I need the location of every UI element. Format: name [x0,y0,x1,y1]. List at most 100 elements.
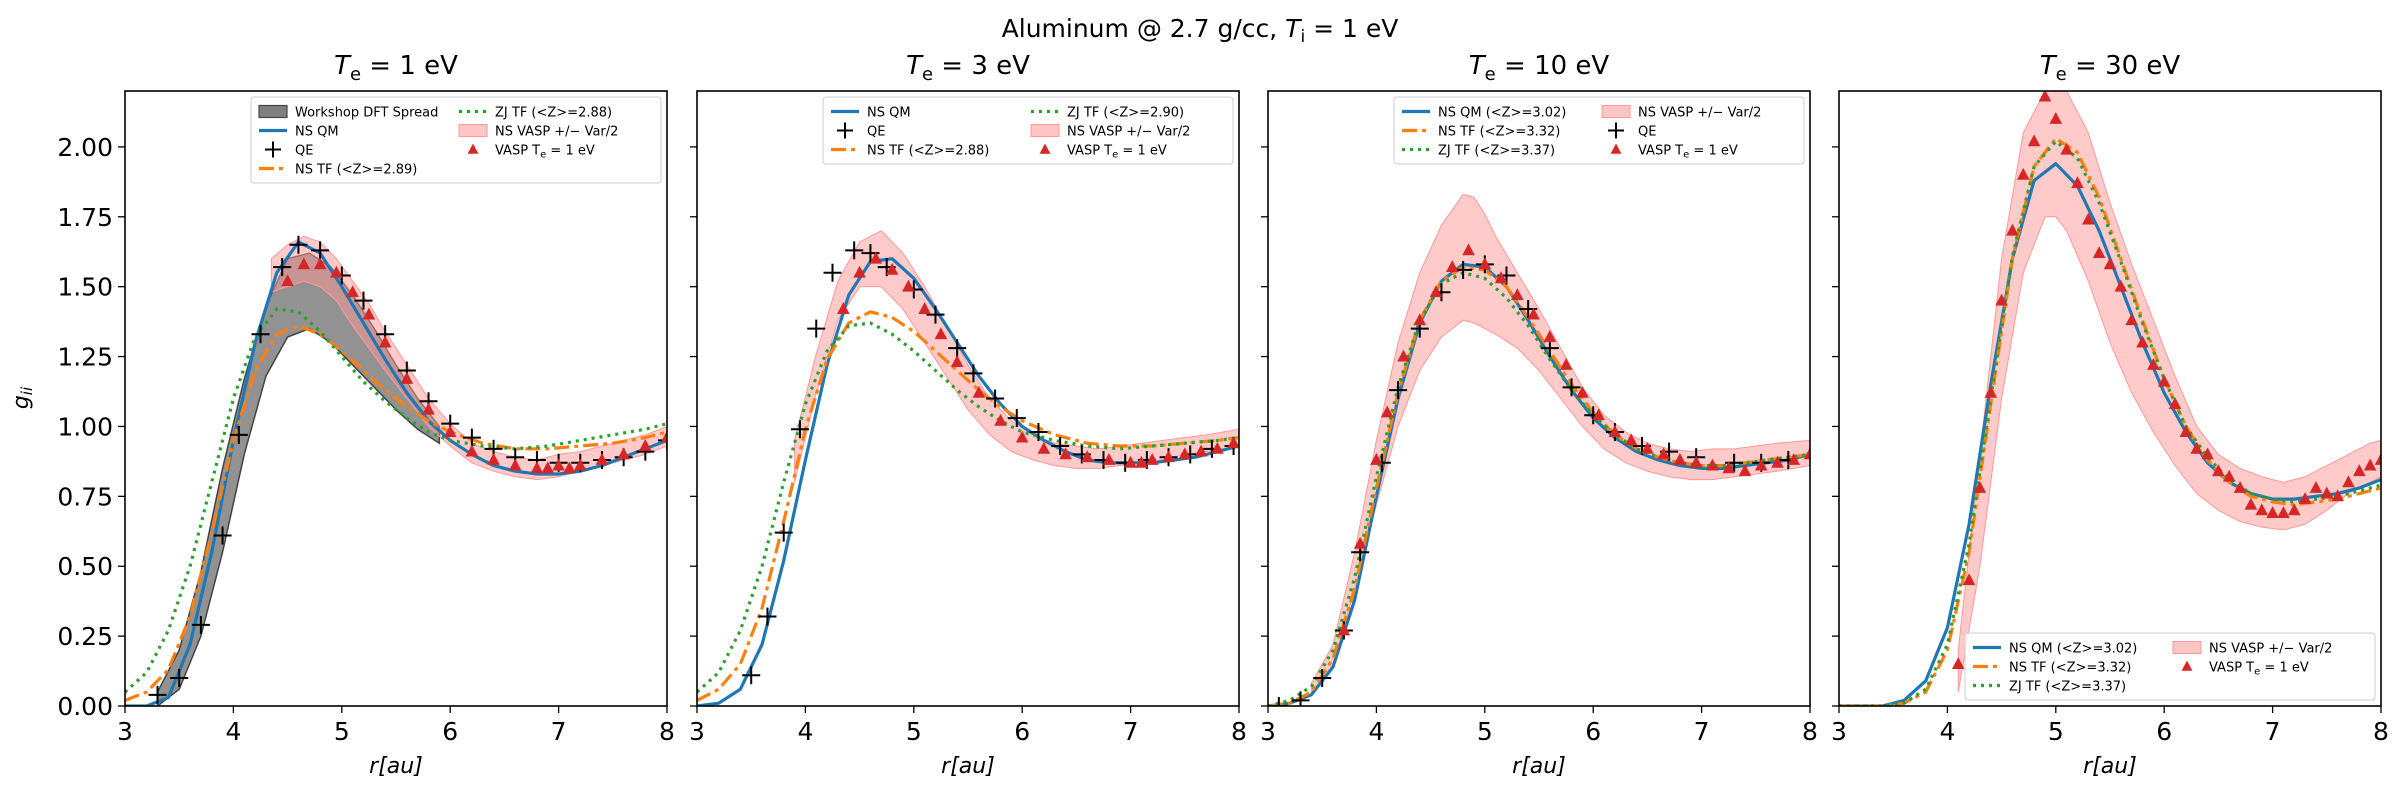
x-tick-label: 5 [2048,717,2064,746]
legend-label: NS QM [867,106,911,121]
legend-entry: ZJ TF (<Z>=3.37) [1402,144,1555,159]
vasp-point [2179,425,2193,437]
qe-point [658,431,667,450]
vasp-point [1657,447,1670,460]
vasp-point [2071,176,2084,189]
qe-point [273,258,292,277]
x-axis-label-unit: [au] [378,754,423,779]
qe-point [1291,691,1310,706]
suptitle-sub: i [1300,27,1305,47]
panel-title: Te = 30 eV [2040,51,2181,85]
vasp-point [563,461,576,474]
qe-point [986,389,1005,408]
legend-box [1964,632,2376,701]
legend-label: NS TF (<Z>=3.32) [2009,661,2131,676]
x-tick-label: 8 [1802,717,1818,746]
vasp-point [1754,458,1768,471]
panel-title-suffix: = 3 eV [933,51,1030,81]
vasp-point [1413,313,1427,326]
legend-entry: NS VASP +/− Var/2 [1601,105,1761,121]
suptitle-suffix: = 1 eV [1305,14,1398,43]
plot-frame [1267,90,1811,707]
legend-entry: NS TF (<Z>=2.89) [259,163,417,178]
legend-entry: NS VASP +/− Var/2 [458,124,618,140]
vasp-point [2320,486,2334,499]
qe-point [845,241,864,260]
qe-point [1029,423,1048,442]
vasp-point [1738,464,1752,477]
legend-label-text: QE [867,125,885,140]
legend-label-text: NS QM (<Z>=3.02) [2009,642,2137,657]
legend-handle [467,143,479,154]
legend-label-sub: e [2254,667,2260,678]
panels: Te = 1 eV 3 4 5 6 7 8 0.00 0.25 0.50 0.75 1.00 1.25 1… [57,51,2389,779]
vasp-point [2125,313,2138,326]
vasp-point [918,302,931,314]
y-tick-label: 0.25 [57,622,113,651]
legend-entry: NS QM [259,125,339,140]
vasp-point [1494,271,1508,284]
vasp-point [595,453,609,465]
vasp-point [1124,455,1137,468]
vasp-point [1445,260,1459,273]
vasp-point [2298,492,2312,505]
plot-area [1268,193,1810,706]
qe-point [790,420,809,439]
legend-label-text: NS TF (<Z>=2.89) [295,163,417,178]
vasp-point [1689,455,1703,468]
ns-tf-line [1268,265,1810,706]
vasp-point [639,439,652,451]
x-tick-label: 6 [1585,717,1601,746]
vasp-point [443,425,457,437]
vasp-point [2222,469,2236,482]
legend-label-text: Workshop DFT Spread [295,106,438,121]
panel-title-sub: e [350,64,361,85]
legend-label-text: ZJ TF (<Z>=2.88) [495,106,612,121]
x-tick-label: 7 [1694,717,1710,746]
x-axis-label-main: r [369,754,380,779]
legend-label: ZJ TF (<Z>=3.37) [2009,680,2126,695]
vasp-point [2103,257,2117,270]
legend-handle [265,141,281,158]
vasp-point [1641,441,1654,454]
x-tick-label: 6 [2156,717,2172,746]
vasp-variance-band [1310,193,1810,694]
x-tick-label: 8 [1231,717,1247,746]
vasp-point [2277,506,2290,519]
x-tick-label: 5 [1477,717,1493,746]
legend-label-text: ZJ TF (<Z>=2.90) [1067,106,1184,121]
vasp-point [2190,441,2204,454]
vasp-point [2006,223,2019,236]
qe-point [191,615,210,634]
chart-panel-1: Te = 1 eV 3 4 5 6 7 8 0.00 0.25 0.50 0.75 1.00 1.25 1… [57,51,675,779]
plot-frame [696,90,1240,707]
legend-label-text: NS TF (<Z>=3.32) [2009,661,2131,676]
vasp-point [297,257,311,270]
plot-area [697,230,1239,706]
legend-label-sub: e [1112,150,1118,161]
legend-label-text: QE [295,144,313,159]
vasp-point [465,444,479,457]
ns-tf-line [1839,136,2381,706]
workshop-spread-band [156,252,441,706]
legend-label: VASP Te = 1 eV [1638,144,1738,161]
chart-panel-4: Te = 30 eV3 4 5 6 7 8r[au]NS QM (<Z>=3.02)NS … [1831,51,2389,779]
legend-label-text: NS QM (<Z>=3.02) [1438,106,1566,121]
x-tick-label: 3 [689,717,705,746]
panel-title: Te = 10 eV [1469,51,1610,85]
chart-panel-3: Te = 10 eV3 4 5 6 7 8r[au]NS QM (<Z>=3.02)NS … [1260,51,1818,779]
vasp-point [508,458,522,471]
legend-entry: ZJ TF (<Z>=3.37) [1973,680,2126,695]
vasp-point [1973,480,1987,493]
zj-tf-line [1839,139,2381,706]
legend: NS QM (<Z>=3.02) NS TF (<Z>=3.32) ZJ TF (<… [1964,632,2376,701]
legend-label: NS VASP +/− Var/2 [1638,106,1761,121]
qe-point [1313,669,1332,688]
vasp-point [1543,330,1557,342]
vasp-point [1397,349,1410,362]
qe-point [742,666,761,685]
legend-label-text: NS VASP +/− Var/2 [495,125,618,140]
vasp-point [1037,441,1051,454]
vasp-point [573,458,587,471]
